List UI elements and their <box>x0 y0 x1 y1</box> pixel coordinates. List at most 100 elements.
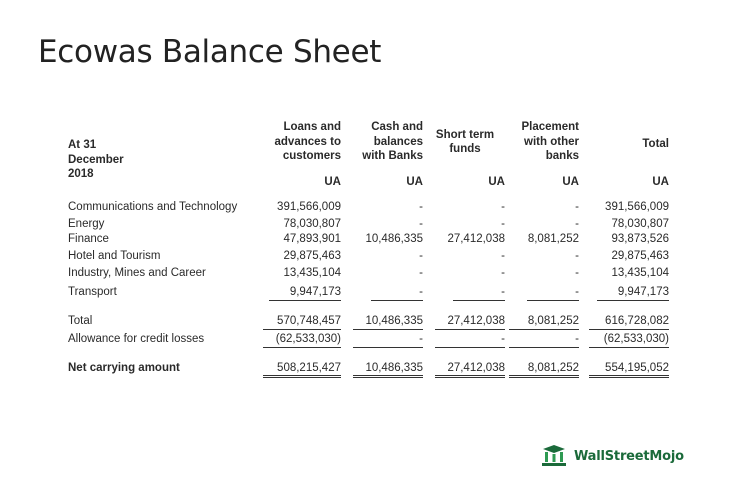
cell-value: 93,873,526 <box>611 233 669 245</box>
cell-value: 29,875,463 <box>611 250 669 262</box>
row-label: Hotel and Tourism <box>68 250 161 262</box>
cell-value: - <box>501 286 505 298</box>
row-label: Finance <box>68 233 109 245</box>
column-header-line: with other <box>524 135 579 148</box>
cell-value: 9,947,173 <box>617 286 669 298</box>
column-header-line: customers <box>282 150 341 162</box>
page-title: Ecowas Balance Sheet <box>38 34 382 70</box>
column-header-line: Total <box>642 138 669 150</box>
unit-label: UA <box>488 176 505 188</box>
cell-value: - <box>501 250 505 262</box>
unit-label: UA <box>406 176 423 188</box>
total-underline <box>353 315 423 330</box>
row-label: Energy <box>68 218 105 230</box>
unit-label: UA <box>562 176 579 188</box>
column-header-line: advances to <box>274 135 341 148</box>
cell-value: - <box>501 267 505 279</box>
column-header-line: Loans and <box>283 121 341 133</box>
cell-value: 391,566,009 <box>277 201 341 213</box>
cell-value: - <box>575 218 579 230</box>
cell-value: 391,566,009 <box>605 201 669 213</box>
allowance-underline <box>509 333 579 348</box>
column-header-line: balances <box>373 135 423 148</box>
net-value: 8,081,252 <box>527 362 579 374</box>
cell-value: - <box>419 286 423 298</box>
cell-value: - <box>419 250 423 262</box>
subtotal-underline <box>269 286 341 301</box>
cell-value: - <box>419 218 423 230</box>
total-label: Total <box>68 315 93 327</box>
column-header-line: Cash and <box>371 121 423 133</box>
total-value: - <box>575 333 579 345</box>
cell-value: - <box>501 201 505 213</box>
total-value: 570,748,457 <box>277 315 341 327</box>
net-double-underline <box>263 375 341 378</box>
column-header-line: with Banks <box>362 150 423 162</box>
subtotal-underline <box>597 286 669 301</box>
cell-value: - <box>575 267 579 279</box>
cell-value: 78,030,807 <box>611 218 669 230</box>
allowance-underline <box>435 333 505 348</box>
total-value: 616,728,082 <box>605 315 669 327</box>
total-underline <box>263 315 341 330</box>
column-header: Total <box>579 137 669 152</box>
net-double-underline <box>589 375 669 378</box>
total-value: 27,412,038 <box>447 315 505 327</box>
cell-value: 9,947,173 <box>289 286 341 298</box>
row-label: Transport <box>68 286 117 298</box>
unit-label: UA <box>652 176 669 188</box>
cell-value: 13,435,104 <box>611 267 669 279</box>
allowance-underline <box>589 333 669 348</box>
cell-value: - <box>501 218 505 230</box>
column-header-line: Placement <box>521 121 579 133</box>
net-label: Net carrying amount <box>68 362 180 374</box>
net-double-underline <box>435 375 505 378</box>
allowance-underline <box>353 333 423 348</box>
total-underline <box>435 315 505 330</box>
net-value: 554,195,052 <box>605 362 669 374</box>
net-value: 508,215,427 <box>277 362 341 374</box>
total-underline <box>589 315 669 330</box>
cell-value: - <box>419 267 423 279</box>
logo-text: WallStreetMojo <box>574 448 684 464</box>
total-label: Allowance for credit losses <box>68 333 205 345</box>
cell-value: 47,893,901 <box>283 233 341 245</box>
cell-value: 13,435,104 <box>283 267 341 279</box>
subtotal-underline <box>453 286 505 301</box>
cell-value: 8,081,252 <box>527 233 579 245</box>
unit-label: UA <box>324 176 341 188</box>
cell-value: 78,030,807 <box>283 218 341 230</box>
column-header-line: banks <box>545 150 579 162</box>
total-value: (62,533,030) <box>275 333 341 345</box>
total-underline <box>509 315 579 330</box>
total-value: (62,533,030) <box>603 333 669 345</box>
cell-value: - <box>575 201 579 213</box>
column-header: Cash and balances with Banks <box>343 120 423 164</box>
net-value: 10,486,335 <box>365 362 423 374</box>
column-header-line: Short term <box>435 128 495 141</box>
allowance-underline <box>263 333 341 348</box>
cell-value: - <box>575 286 579 298</box>
net-value: 27,412,038 <box>447 362 505 374</box>
total-value: 8,081,252 <box>527 315 579 327</box>
net-double-underline <box>509 375 579 378</box>
column-header: Placement with other banks <box>509 120 579 164</box>
cell-value: - <box>419 201 423 213</box>
total-value: 10,486,335 <box>365 315 423 327</box>
subtotal-underline <box>371 286 423 301</box>
wallstreetmojo-logo: WallStreetMojo <box>540 443 684 469</box>
total-value: - <box>419 333 423 345</box>
cell-value: 29,875,463 <box>283 250 341 262</box>
cell-value: 27,412,038 <box>447 233 505 245</box>
column-header: Short term funds <box>425 128 505 157</box>
cell-value: - <box>575 250 579 262</box>
column-header: Loans and advances to customers <box>246 120 341 164</box>
row-label: Industry, Mines and Career <box>68 267 206 279</box>
total-value: - <box>501 333 505 345</box>
column-header-line: funds <box>449 143 481 155</box>
cell-value: 10,486,335 <box>365 233 423 245</box>
wallstreetmojo-logo-icon <box>542 445 566 466</box>
row-label: Communications and Technology <box>68 201 238 213</box>
date-label: At 31 December 2018 <box>68 139 124 180</box>
subtotal-underline <box>527 286 579 301</box>
